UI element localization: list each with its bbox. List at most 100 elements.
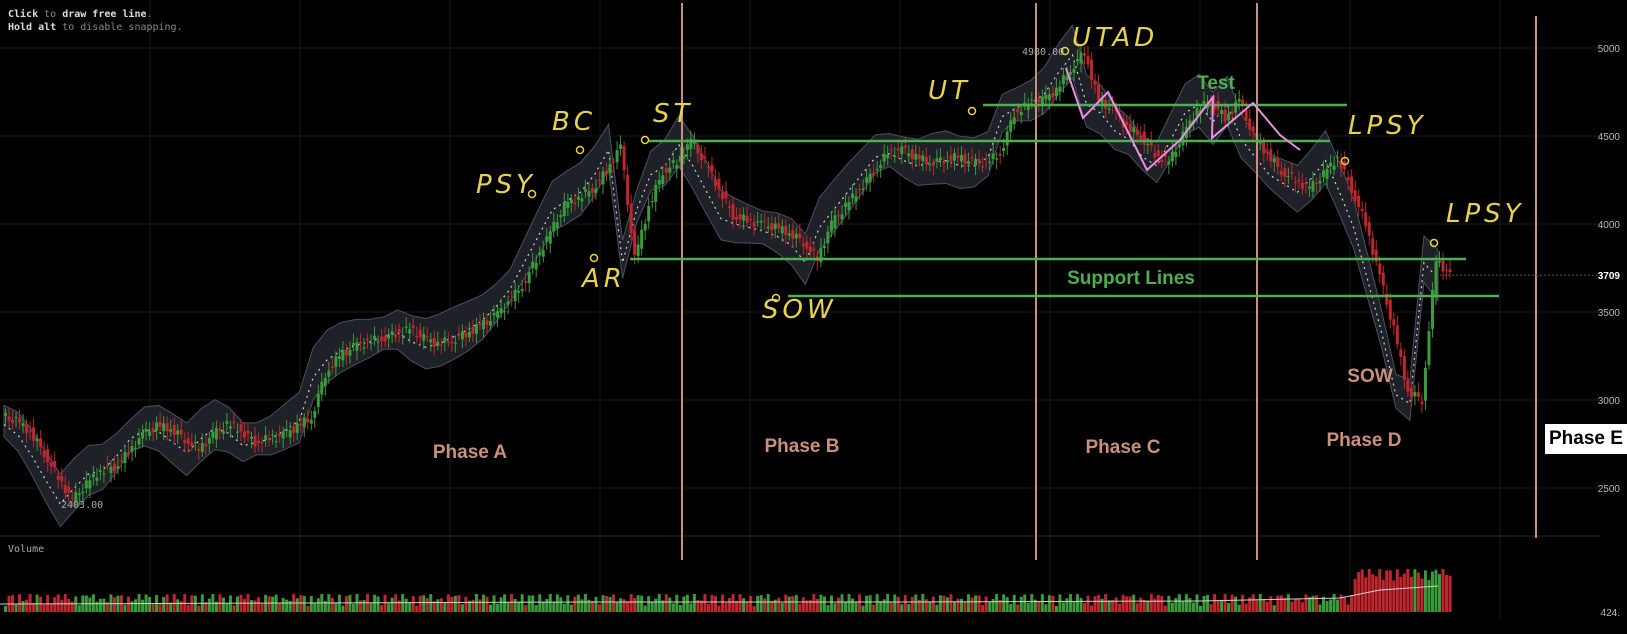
volume-bar bbox=[1146, 600, 1150, 612]
volume-bar bbox=[1111, 600, 1115, 612]
volume-bar bbox=[545, 598, 549, 612]
volume-bar bbox=[1075, 594, 1079, 612]
volume-bar bbox=[763, 598, 767, 612]
candle-body bbox=[780, 226, 784, 234]
candle-body bbox=[717, 178, 721, 189]
candle-body bbox=[650, 201, 654, 203]
candle-body bbox=[1395, 325, 1399, 345]
volume-bar bbox=[18, 594, 22, 612]
candle-body bbox=[415, 336, 419, 338]
volume-bar bbox=[815, 598, 819, 612]
volume-bar bbox=[812, 594, 816, 612]
candle-body bbox=[640, 229, 644, 249]
volume-bar bbox=[492, 595, 496, 612]
volume-bar bbox=[647, 596, 651, 612]
candle-body bbox=[130, 446, 134, 453]
volume-bar bbox=[1371, 574, 1375, 612]
candle-body bbox=[176, 430, 180, 435]
volume-bar bbox=[1395, 569, 1399, 612]
candle-body bbox=[657, 179, 661, 185]
volume-bar bbox=[204, 602, 208, 612]
candle-body bbox=[1420, 401, 1424, 405]
volume-bar bbox=[664, 594, 668, 612]
volume-bar bbox=[162, 596, 166, 612]
handwritten-label: LPSY bbox=[1446, 199, 1525, 229]
candle-body bbox=[622, 146, 626, 171]
volume-bar bbox=[148, 596, 152, 612]
volume-bar bbox=[35, 594, 39, 612]
candle-body bbox=[221, 431, 225, 434]
candle-body bbox=[576, 196, 580, 200]
candle-body bbox=[344, 349, 348, 356]
volume-bar bbox=[1023, 594, 1027, 612]
volume-bar bbox=[1058, 594, 1062, 612]
candle-body bbox=[1371, 238, 1375, 255]
handwritten-label: LPSY bbox=[1348, 111, 1427, 141]
candle-body bbox=[914, 153, 918, 160]
candle-body bbox=[116, 466, 120, 470]
candle-body bbox=[924, 156, 928, 164]
candle-body bbox=[366, 338, 370, 340]
candle-body bbox=[562, 202, 566, 216]
volume-bar bbox=[95, 601, 99, 612]
volume-bar bbox=[548, 594, 552, 612]
candle-body bbox=[4, 412, 7, 416]
volume-bar bbox=[1068, 594, 1072, 612]
volume-bar bbox=[826, 605, 830, 612]
volume-bar bbox=[429, 594, 433, 612]
candle-body bbox=[513, 290, 517, 302]
volume-bar bbox=[130, 601, 134, 612]
volume-bar bbox=[1002, 594, 1006, 612]
candle-body bbox=[1367, 222, 1371, 236]
candle-body bbox=[84, 480, 88, 489]
candle-body bbox=[1448, 269, 1452, 273]
volume-bar bbox=[935, 604, 939, 612]
candle-body bbox=[1128, 124, 1132, 132]
candle-body bbox=[872, 172, 876, 176]
volume-bar bbox=[1005, 597, 1009, 612]
candle-body bbox=[1388, 299, 1392, 320]
volume-bar bbox=[879, 601, 883, 612]
volume-bar bbox=[383, 594, 387, 612]
volume-bar bbox=[134, 599, 138, 612]
volume-bar bbox=[387, 603, 391, 612]
candle-body bbox=[633, 229, 637, 255]
volume-bar bbox=[928, 601, 932, 612]
candle-body bbox=[784, 225, 788, 236]
volume-bar bbox=[840, 594, 844, 612]
volume-bar bbox=[21, 600, 25, 612]
volume-bar bbox=[1153, 598, 1157, 612]
volume-bar bbox=[622, 599, 626, 612]
volume-bar bbox=[995, 594, 999, 612]
phase-label: Phase A bbox=[433, 442, 508, 463]
candle-body bbox=[67, 486, 71, 493]
candle-body bbox=[288, 430, 292, 438]
candle-body bbox=[387, 334, 391, 339]
candle-body bbox=[137, 438, 141, 445]
event-marker bbox=[575, 145, 585, 155]
candle-body bbox=[285, 429, 289, 431]
support-lines-label: Support Lines bbox=[1067, 268, 1195, 289]
volume-bar bbox=[678, 605, 682, 612]
candle-body bbox=[928, 164, 932, 166]
candle-body bbox=[112, 463, 116, 472]
candle-body bbox=[1044, 94, 1048, 100]
candle-body bbox=[1075, 59, 1079, 62]
volume-bar bbox=[801, 597, 805, 612]
candle-body bbox=[689, 138, 693, 149]
candle-body bbox=[148, 431, 152, 436]
volume-bar bbox=[411, 596, 415, 612]
volume-bar bbox=[924, 599, 928, 612]
hint-draw: draw free line bbox=[62, 9, 147, 20]
volume-bar bbox=[436, 599, 440, 612]
volume-bar bbox=[626, 601, 630, 612]
volume-bar bbox=[1090, 605, 1094, 612]
volume-bar bbox=[685, 594, 689, 612]
volume-bar bbox=[938, 595, 942, 612]
candle-body bbox=[938, 157, 942, 161]
candle-body bbox=[299, 423, 303, 426]
volume-bar bbox=[285, 599, 289, 612]
candle-body bbox=[327, 370, 331, 377]
